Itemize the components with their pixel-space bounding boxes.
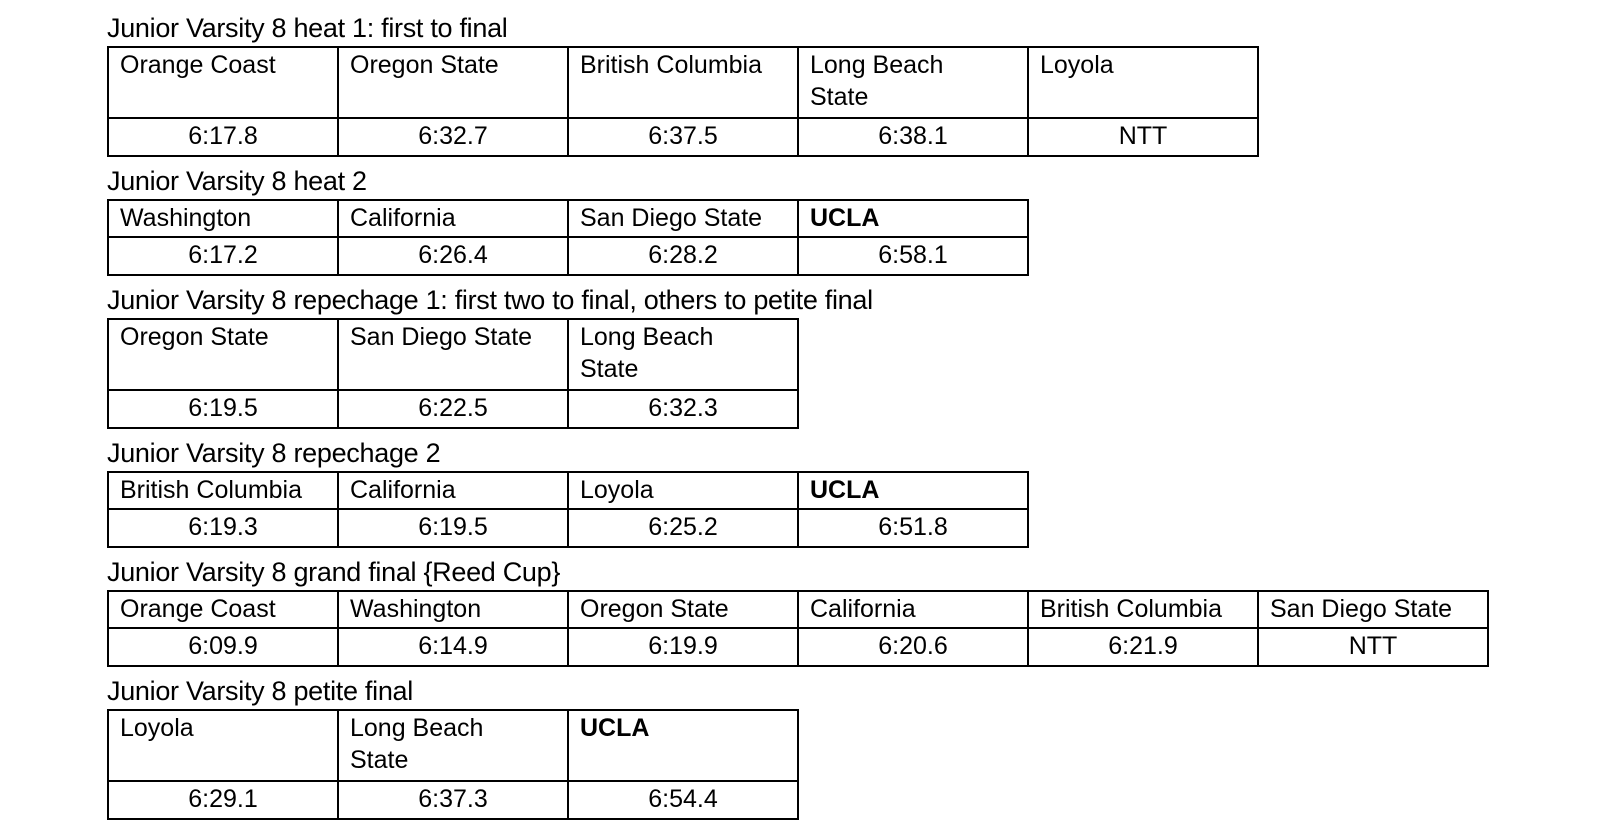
- team-name-cell: Oregon State: [107, 318, 339, 391]
- results-table: Loyola Long Beach State UCLA 6:29.1 6:37.3 6:…: [107, 709, 799, 820]
- time-cell: 6:26.4: [337, 236, 569, 276]
- race-section: Junior Varsity 8 heat 2 Washington Califor…: [107, 166, 1604, 276]
- time-cell: 6:32.7: [337, 117, 569, 157]
- results-table: Washington California San Diego State UCLA 6…: [107, 199, 1029, 276]
- section-title: Junior Varsity 8 repechage 2: [107, 438, 441, 468]
- time-cell: 6:22.5: [337, 389, 569, 429]
- time-cell: NTT: [1257, 627, 1489, 667]
- time-cell: 6:51.8: [797, 508, 1029, 548]
- race-section: Junior Varsity 8 repechage 2 British Colu…: [107, 438, 1604, 548]
- sections-container: Junior Varsity 8 heat 1: first to final O…: [107, 13, 1604, 820]
- section-title: Junior Varsity 8 heat 2: [107, 166, 367, 196]
- time-cell: 6:19.5: [107, 389, 339, 429]
- time-cell: NTT: [1027, 117, 1259, 157]
- time-cell: 6:19.3: [107, 508, 339, 548]
- results-table: Orange Coast Oregon State British Columbia…: [107, 46, 1259, 157]
- time-row: 6:17.8 6:32.7 6:37.5 6:38.1 NTT: [107, 117, 1259, 157]
- section-title: Junior Varsity 8 grand final {Reed Cup}: [107, 557, 561, 587]
- team-name-cell: UCLA: [797, 471, 1029, 510]
- section-title: Junior Varsity 8 repechage 1: first two …: [107, 285, 873, 315]
- team-name-cell: California: [797, 590, 1029, 629]
- team-name-cell: Oregon State: [337, 46, 569, 119]
- team-name-cell: Long Beach State: [567, 318, 799, 391]
- race-section: Junior Varsity 8 grand final {Reed Cup} O…: [107, 557, 1604, 667]
- team-name-cell: Long Beach State: [337, 709, 569, 782]
- time-cell: 6:54.4: [567, 780, 799, 820]
- team-name-cell: Long Beach State: [797, 46, 1029, 119]
- team-name-cell: San Diego State: [337, 318, 569, 391]
- time-cell: 6:32.3: [567, 389, 799, 429]
- team-name-cell: British Columbia: [1027, 590, 1259, 629]
- time-cell: 6:17.2: [107, 236, 339, 276]
- team-name-cell: Washington: [337, 590, 569, 629]
- team-name-cell: Orange Coast: [107, 590, 339, 629]
- time-row: 6:19.3 6:19.5 6:25.2 6:51.8: [107, 508, 1029, 548]
- time-cell: 6:28.2: [567, 236, 799, 276]
- team-header-row: Orange Coast Washington Oregon State Califo…: [107, 590, 1489, 629]
- results-table: Orange Coast Washington Oregon State Califo…: [107, 590, 1489, 667]
- team-header-row: Loyola Long Beach State UCLA: [107, 709, 799, 782]
- time-cell: 6:19.5: [337, 508, 569, 548]
- time-cell: 6:38.1: [797, 117, 1029, 157]
- team-name-cell: British Columbia: [567, 46, 799, 119]
- time-cell: 6:21.9: [1027, 627, 1259, 667]
- results-table: British Columbia California Loyola UCLA 6:19…: [107, 471, 1029, 548]
- team-name-cell: San Diego State: [567, 199, 799, 238]
- time-row: 6:29.1 6:37.3 6:54.4: [107, 780, 799, 820]
- time-cell: 6:29.1: [107, 780, 339, 820]
- team-name-cell: British Columbia: [107, 471, 339, 510]
- time-row: 6:09.9 6:14.9 6:19.9 6:20.6 6:21.9 NTT: [107, 627, 1489, 667]
- race-section: Junior Varsity 8 repechage 1: first two …: [107, 285, 1604, 429]
- time-cell: 6:37.3: [337, 780, 569, 820]
- team-name-cell: Loyola: [107, 709, 339, 782]
- team-header-row: Orange Coast Oregon State British Columbia…: [107, 46, 1259, 119]
- time-cell: 6:58.1: [797, 236, 1029, 276]
- team-name-cell: San Diego State: [1257, 590, 1489, 629]
- time-row: 6:19.5 6:22.5 6:32.3: [107, 389, 799, 429]
- team-header-row: Washington California San Diego State UCLA: [107, 199, 1029, 238]
- time-cell: 6:37.5: [567, 117, 799, 157]
- race-section: Junior Varsity 8 petite final Loyola Long …: [107, 676, 1604, 820]
- race-section: Junior Varsity 8 heat 1: first to final O…: [107, 13, 1604, 157]
- team-name-cell: California: [337, 471, 569, 510]
- team-name-cell: Loyola: [567, 471, 799, 510]
- time-cell: 6:17.8: [107, 117, 339, 157]
- team-name-cell: Loyola: [1027, 46, 1259, 119]
- team-header-row: British Columbia California Loyola UCLA: [107, 471, 1029, 510]
- time-cell: 6:25.2: [567, 508, 799, 548]
- time-cell: 6:20.6: [797, 627, 1029, 667]
- team-name-cell: Washington: [107, 199, 339, 238]
- time-cell: 6:19.9: [567, 627, 799, 667]
- time-cell: 6:09.9: [107, 627, 339, 667]
- team-name-cell: California: [337, 199, 569, 238]
- team-header-row: Oregon State San Diego State Long Beach St…: [107, 318, 799, 391]
- time-row: 6:17.2 6:26.4 6:28.2 6:58.1: [107, 236, 1029, 276]
- team-name-cell: UCLA: [567, 709, 799, 782]
- results-table: Oregon State San Diego State Long Beach St…: [107, 318, 799, 429]
- section-title: Junior Varsity 8 petite final: [107, 676, 413, 706]
- section-title: Junior Varsity 8 heat 1: first to final: [107, 13, 508, 43]
- time-cell: 6:14.9: [337, 627, 569, 667]
- team-name-cell: Oregon State: [567, 590, 799, 629]
- team-name-cell: UCLA: [797, 199, 1029, 238]
- team-name-cell: Orange Coast: [107, 46, 339, 119]
